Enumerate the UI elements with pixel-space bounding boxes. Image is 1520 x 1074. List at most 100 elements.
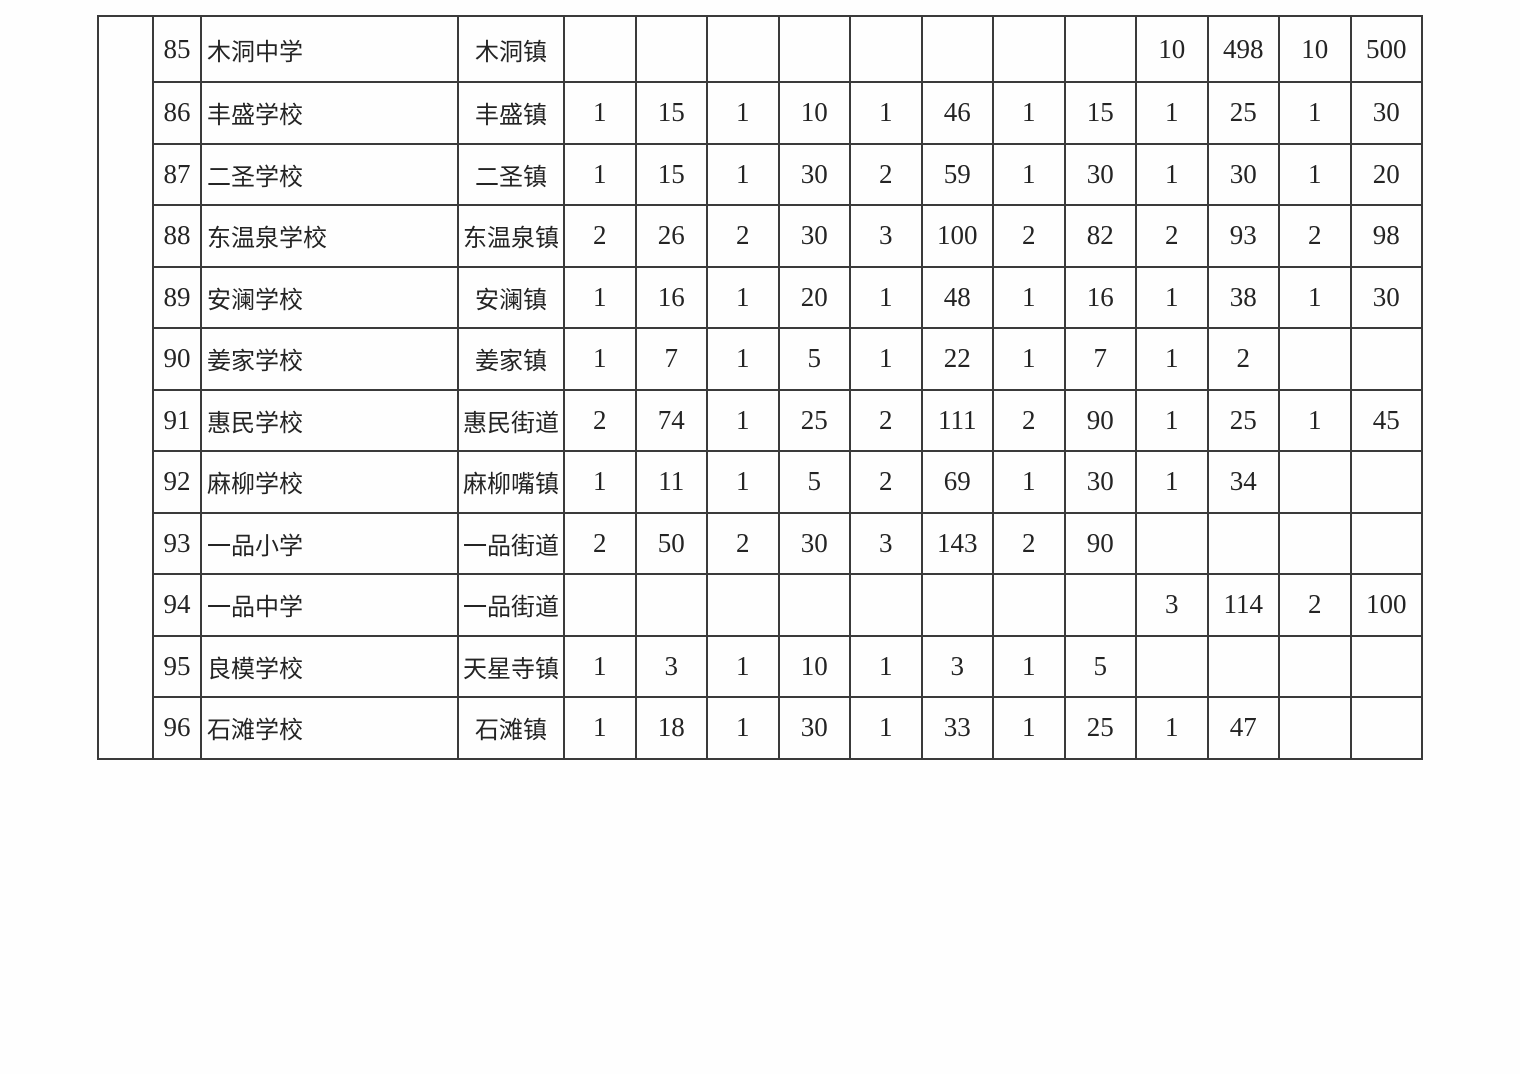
town-name-cell: 一品街道	[457, 573, 565, 637]
value-cell	[1278, 450, 1352, 514]
value-cell	[1349, 450, 1423, 514]
table-row: 93 一品小学 一品街道 2 50 2 30 3 143 2 90	[98, 511, 1423, 575]
value-cell: 30	[1206, 142, 1280, 206]
table-row: 94 一品中学 一品街道 3 114 2 100	[98, 573, 1423, 637]
table-row: 90 姜家学校 姜家镇 1 7 1 5 1 22 1 7 1 2	[98, 327, 1423, 391]
value-cell: 1	[992, 142, 1066, 206]
value-cell: 1	[1135, 450, 1209, 514]
value-cell: 15	[634, 81, 708, 145]
value-cell	[634, 15, 708, 83]
value-cell	[1135, 511, 1209, 575]
value-cell: 1	[1135, 327, 1209, 391]
value-cell	[563, 573, 637, 637]
value-cell: 25	[777, 388, 851, 452]
school-name-cell: 麻柳学校	[200, 450, 459, 514]
value-cell: 26	[634, 204, 708, 268]
value-cell	[1206, 634, 1280, 698]
value-cell: 50	[634, 511, 708, 575]
value-cell: 10	[777, 634, 851, 698]
school-name-cell: 木洞中学	[200, 15, 459, 83]
value-cell: 98	[1349, 204, 1423, 268]
left-margin-cell	[97, 15, 154, 760]
table-row: 95 良模学校 天星寺镇 1 3 1 10 1 3 1 5	[98, 634, 1423, 698]
value-cell: 1	[563, 450, 637, 514]
value-cell: 114	[1206, 573, 1280, 637]
value-cell	[777, 15, 851, 83]
value-cell	[706, 15, 780, 83]
value-cell: 1	[849, 81, 923, 145]
value-cell: 18	[634, 696, 708, 760]
value-cell: 1	[1278, 388, 1352, 452]
value-cell: 3	[920, 634, 994, 698]
value-cell: 2	[563, 204, 637, 268]
value-cell	[992, 573, 1066, 637]
value-cell: 33	[920, 696, 994, 760]
value-cell: 74	[634, 388, 708, 452]
value-cell: 2	[706, 204, 780, 268]
value-cell: 498	[1206, 15, 1280, 83]
value-cell: 16	[1063, 265, 1137, 329]
value-cell: 2	[1278, 204, 1352, 268]
value-cell: 1	[992, 327, 1066, 391]
value-cell: 1	[706, 388, 780, 452]
value-cell: 30	[777, 204, 851, 268]
row-number-cell: 91	[152, 388, 202, 452]
table-row: 87 二圣学校 二圣镇 1 15 1 30 2 59 1 30 1 30 1 20	[98, 142, 1423, 206]
school-statistics-table: 85 木洞中学 木洞镇 10 498 10 500 86 丰盛学校 丰盛镇 1 15 1 10 1 46 1 15…	[97, 15, 1423, 760]
value-cell: 1	[706, 81, 780, 145]
town-name-cell: 木洞镇	[457, 15, 565, 83]
value-cell: 7	[634, 327, 708, 391]
value-cell: 1	[1135, 265, 1209, 329]
value-cell	[563, 15, 637, 83]
value-cell: 1	[992, 450, 1066, 514]
school-name-cell: 良模学校	[200, 634, 459, 698]
row-number-cell: 88	[152, 204, 202, 268]
table-row: 92 麻柳学校 麻柳嘴镇 1 11 1 5 2 69 1 30 1 34	[98, 450, 1423, 514]
value-cell: 2	[849, 142, 923, 206]
row-number-cell: 96	[152, 696, 202, 760]
value-cell: 1	[1278, 142, 1352, 206]
value-cell: 1	[992, 81, 1066, 145]
value-cell: 1	[706, 450, 780, 514]
value-cell	[920, 573, 994, 637]
table-row: 86 丰盛学校 丰盛镇 1 15 1 10 1 46 1 15 1 25 1 30	[98, 81, 1423, 145]
value-cell: 1	[992, 634, 1066, 698]
town-name-cell: 一品街道	[457, 511, 565, 575]
value-cell: 5	[777, 450, 851, 514]
row-number-cell: 93	[152, 511, 202, 575]
value-cell: 100	[920, 204, 994, 268]
value-cell: 1	[706, 327, 780, 391]
value-cell: 1	[992, 265, 1066, 329]
value-cell: 1	[706, 142, 780, 206]
value-cell	[1206, 511, 1280, 575]
town-name-cell: 天星寺镇	[457, 634, 565, 698]
value-cell: 2	[849, 388, 923, 452]
value-cell	[920, 15, 994, 83]
row-number-cell: 89	[152, 265, 202, 329]
value-cell: 2	[1278, 573, 1352, 637]
value-cell: 2	[563, 388, 637, 452]
school-name-cell: 东温泉学校	[200, 204, 459, 268]
value-cell: 30	[777, 696, 851, 760]
row-number-cell: 86	[152, 81, 202, 145]
value-cell: 1	[706, 634, 780, 698]
row-number-cell: 95	[152, 634, 202, 698]
value-cell: 22	[920, 327, 994, 391]
value-cell: 7	[1063, 327, 1137, 391]
value-cell: 25	[1206, 388, 1280, 452]
value-cell: 5	[1063, 634, 1137, 698]
value-cell: 111	[920, 388, 994, 452]
town-name-cell: 惠民街道	[457, 388, 565, 452]
value-cell	[1063, 573, 1137, 637]
value-cell: 1	[563, 696, 637, 760]
value-cell	[1135, 634, 1209, 698]
value-cell: 1	[563, 327, 637, 391]
value-cell: 1	[849, 634, 923, 698]
value-cell: 2	[992, 511, 1066, 575]
value-cell: 1	[1135, 81, 1209, 145]
table-body: 85 木洞中学 木洞镇 10 498 10 500 86 丰盛学校 丰盛镇 1 15 1 10 1 46 1 15…	[97, 15, 1423, 760]
value-cell: 1	[563, 634, 637, 698]
value-cell: 1	[1278, 81, 1352, 145]
value-cell	[849, 15, 923, 83]
